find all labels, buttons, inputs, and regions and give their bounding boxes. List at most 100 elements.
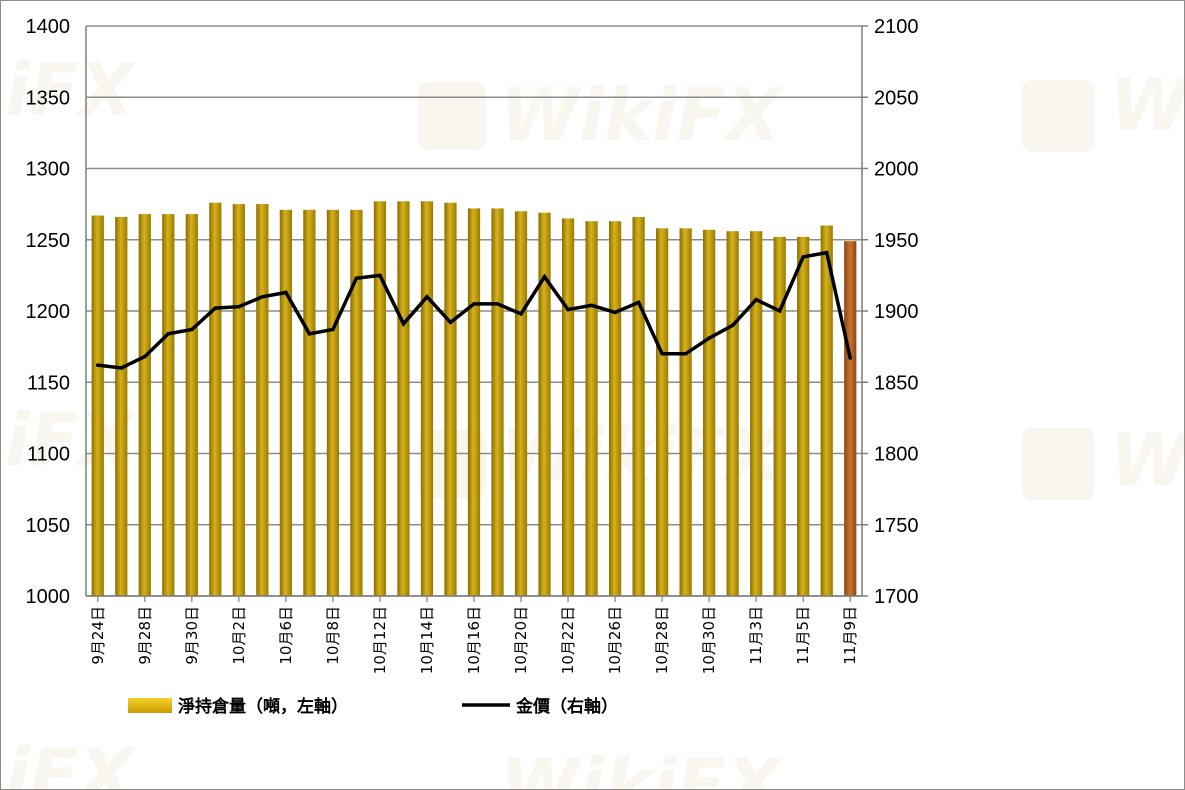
x-axis-ticks: 9月24日 9月28日 9月30日 10月2日 10月6日 10月8日 10月12日 10月1… (89, 596, 859, 674)
bar (656, 228, 669, 596)
gold-price-point (777, 309, 782, 313)
gold-price-point (613, 310, 617, 315)
y-right-tick-label: 2000 (874, 159, 919, 181)
gold-price-point (566, 307, 570, 312)
gold-price-point (448, 320, 453, 325)
line-series (95, 250, 853, 370)
gold-price-point (636, 300, 641, 305)
x-tick-label: 11月3日 (747, 606, 765, 665)
gold-price-point (284, 290, 288, 295)
bar (162, 214, 175, 596)
y-left-tick-label: 1350 (26, 87, 71, 109)
gold-price-point (848, 356, 853, 360)
watermark-text: iFX (5, 733, 138, 790)
x-tick-label: 10月16日 (465, 606, 483, 674)
y-right-tick-label: 1750 (874, 515, 919, 537)
x-tick-label: 11月5日 (794, 606, 812, 665)
bar (561, 218, 575, 596)
bar (797, 236, 810, 596)
gold-price-point (190, 327, 194, 332)
bar (420, 201, 434, 596)
gold-price-point (237, 304, 241, 309)
watermark-logo-icon (1022, 428, 1094, 500)
y-left-tick-label: 1300 (26, 159, 71, 181)
gold-price-point (142, 354, 147, 359)
gold-price-point (401, 322, 406, 326)
y-right-tick-label: 2050 (874, 87, 919, 109)
legend-bar-label: 淨持倉量（噸，左軸） (178, 696, 348, 717)
y-right-tick-label: 1850 (874, 372, 919, 394)
watermark-text: iFX (5, 48, 138, 132)
gold-price-point (542, 275, 547, 279)
gold-price-point (519, 312, 523, 316)
bar (138, 214, 151, 596)
y-right-tick-label: 1800 (874, 444, 919, 466)
y-left-tick-label: 1000 (26, 586, 71, 608)
y-axis-right-ticks: 1700 1750 1800 1850 1900 1950 2000 2050 2100 (874, 16, 919, 608)
y-left-tick-label: 1050 (26, 515, 71, 537)
x-tick-label: 10月8日 (324, 606, 342, 665)
bar (608, 221, 622, 596)
y-right-tick-label: 1950 (874, 230, 919, 252)
x-tick-label: 10月22日 (559, 606, 577, 674)
x-tick-label: 10月20日 (512, 606, 530, 674)
legend: 淨持倉量（噸，左軸） 金價（右軸） (128, 696, 618, 717)
x-tick-label: 9月30日 (183, 606, 201, 665)
bar (279, 209, 292, 596)
legend-line-label: 金價（右軸） (515, 696, 618, 717)
bar (303, 209, 316, 596)
bar (397, 201, 410, 596)
bar (726, 231, 739, 596)
x-tick-label: 9月24日 (89, 606, 107, 665)
bar (232, 204, 245, 596)
bar (91, 215, 104, 596)
watermark-logo-icon (1022, 80, 1094, 152)
gold-price-point (495, 302, 500, 306)
watermark-text: W (1110, 418, 1185, 502)
gold-price-point (166, 332, 171, 336)
bar (209, 202, 222, 596)
bar (632, 216, 645, 596)
bar (256, 204, 269, 596)
legend-bar-swatch (128, 698, 172, 713)
bar (703, 229, 716, 596)
x-tick-label: 10月26日 (606, 606, 624, 674)
bar (326, 209, 340, 596)
bar (373, 201, 387, 596)
y-right-tick-label: 1900 (874, 301, 919, 323)
y-left-tick-label: 1100 (27, 444, 70, 466)
y-left-tick-label: 1150 (27, 372, 70, 394)
gold-price-point (683, 351, 688, 356)
bar (467, 208, 481, 596)
y-right-tick-label: 1700 (874, 586, 919, 608)
x-tick-label: 10月14日 (418, 606, 436, 674)
gold-price-point (589, 303, 594, 308)
gold-price-point (307, 332, 312, 336)
gold-price-point (824, 250, 829, 255)
bar-series (91, 201, 857, 597)
gold-price-point (472, 302, 476, 306)
bar (350, 209, 363, 596)
y-left-tick-label: 1400 (26, 16, 71, 38)
bar (491, 208, 504, 596)
gold-price-point (260, 294, 265, 299)
gold-price-point (707, 336, 711, 340)
gold-price-point (425, 294, 429, 299)
x-tick-label: 10月6日 (277, 606, 295, 665)
x-tick-label: 11月9日 (841, 606, 859, 665)
bar (844, 241, 857, 597)
bar (444, 202, 457, 596)
gold-price-point (95, 363, 100, 367)
x-tick-label: 10月2日 (230, 606, 248, 665)
watermark-logo-icon (418, 82, 486, 150)
gold-price-point (331, 327, 335, 332)
gold-price-point (378, 273, 382, 278)
watermark-text: WikiFX (500, 73, 785, 157)
gold-price-point (730, 323, 735, 328)
x-tick-label: 10月28日 (653, 606, 671, 674)
gold-price-point (801, 255, 806, 259)
gold-price-point (660, 351, 664, 356)
x-tick-label: 9月28日 (136, 606, 154, 665)
gold-price-point (213, 306, 218, 310)
